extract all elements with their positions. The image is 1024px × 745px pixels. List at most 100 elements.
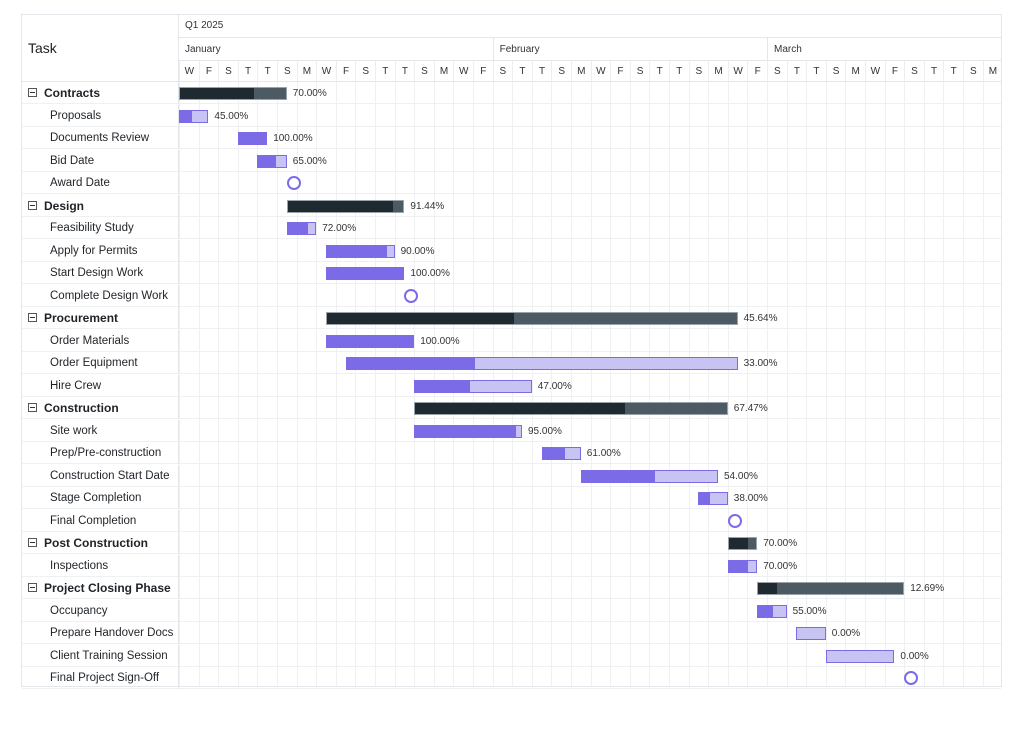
collapse-toggle-icon[interactable] xyxy=(28,313,37,322)
task-bar[interactable] xyxy=(698,492,728,505)
task-name: Bid Date xyxy=(50,154,95,167)
task-name-cell[interactable]: Complete Design Work xyxy=(22,284,179,307)
task-name-cell[interactable]: Order Materials xyxy=(22,329,179,352)
task-bar[interactable] xyxy=(825,649,895,663)
task-row[interactable]: Complete Design Work xyxy=(22,284,1001,307)
task-name-cell[interactable]: Design xyxy=(22,194,179,217)
task-name: Post Construction xyxy=(44,536,148,550)
summary-bar[interactable] xyxy=(326,312,738,325)
day-header-cell: W xyxy=(179,61,199,82)
task-name-cell[interactable]: Award Date xyxy=(22,172,179,194)
task-row[interactable]: Client Training Session xyxy=(22,644,1001,667)
summary-bar[interactable] xyxy=(179,87,287,100)
task-name-cell[interactable]: Construction xyxy=(22,397,179,419)
task-name-cell[interactable]: Hire Crew xyxy=(22,374,179,397)
grid-line xyxy=(708,82,710,686)
task-row[interactable]: Prep/Pre-construction xyxy=(22,442,1001,464)
milestone-marker[interactable] xyxy=(727,513,742,528)
progress-label: 38.00% xyxy=(733,493,768,504)
task-bar[interactable] xyxy=(237,132,268,145)
task-row[interactable]: Final Completion xyxy=(22,509,1001,532)
task-name-cell[interactable]: Prepare Handover Docs xyxy=(22,622,179,644)
task-row[interactable]: Site work xyxy=(22,419,1001,442)
task-row[interactable]: Inspections xyxy=(22,554,1001,577)
task-bar[interactable] xyxy=(286,222,317,235)
task-row[interactable]: Stage Completion xyxy=(22,487,1001,509)
task-name-cell[interactable]: Contracts xyxy=(22,82,179,104)
task-row[interactable]: Apply for Permits xyxy=(22,239,1001,262)
task-row[interactable]: Feasibility Study xyxy=(22,217,1001,239)
day-header-cell: M xyxy=(433,61,454,82)
task-row[interactable]: Start Design Work xyxy=(22,262,1001,284)
summary-bar[interactable] xyxy=(727,537,758,550)
task-name-cell[interactable]: Proposals xyxy=(22,104,179,127)
task-name-cell[interactable]: Apply for Permits xyxy=(22,239,179,262)
task-row[interactable]: Construction xyxy=(22,397,1001,419)
task-name-cell[interactable]: Feasibility Study xyxy=(22,217,179,239)
task-bar[interactable] xyxy=(345,357,738,370)
milestone-marker[interactable] xyxy=(404,288,419,303)
collapse-toggle-icon[interactable] xyxy=(28,88,37,97)
task-name-cell[interactable]: Bid Date xyxy=(22,149,179,172)
task-bar[interactable] xyxy=(326,334,415,348)
task-bar[interactable] xyxy=(257,154,287,168)
task-name-cell[interactable]: Final Project Sign-Off xyxy=(22,667,179,689)
task-name-cell[interactable]: Final Completion xyxy=(22,509,179,532)
task-row[interactable]: Contracts xyxy=(22,82,1001,104)
task-bar[interactable] xyxy=(414,424,522,438)
task-row[interactable]: Design xyxy=(22,194,1001,217)
task-bar[interactable] xyxy=(326,267,405,280)
milestone-marker[interactable] xyxy=(286,176,301,190)
task-row[interactable]: Order Equipment xyxy=(22,352,1001,374)
task-bar[interactable] xyxy=(414,379,532,393)
task-bar[interactable] xyxy=(757,604,787,618)
task-name-cell[interactable]: Start Design Work xyxy=(22,262,179,284)
task-name-cell[interactable]: Site work xyxy=(22,419,179,442)
task-bar[interactable] xyxy=(326,244,395,258)
task-row[interactable]: Hire Crew xyxy=(22,374,1001,397)
summary-bar[interactable] xyxy=(414,402,728,415)
task-row[interactable]: Project Closing Phase xyxy=(22,577,1001,599)
grid-line xyxy=(277,82,278,686)
task-row[interactable]: Procurement xyxy=(22,307,1001,329)
task-name-cell[interactable]: Occupancy xyxy=(22,599,179,622)
task-name-cell[interactable]: Prep/Pre-construction xyxy=(22,442,179,464)
task-bar[interactable] xyxy=(796,627,826,640)
collapse-toggle-icon[interactable] xyxy=(28,583,37,592)
collapse-toggle-icon[interactable] xyxy=(28,538,37,547)
collapse-toggle-icon[interactable] xyxy=(28,403,37,412)
task-bar[interactable] xyxy=(580,469,718,483)
collapse-toggle-icon[interactable] xyxy=(28,200,37,210)
summary-bar[interactable] xyxy=(286,199,405,213)
summary-bar[interactable] xyxy=(757,582,905,595)
day-header-cell: T xyxy=(669,61,689,82)
task-bar[interactable] xyxy=(179,109,209,123)
task-name-cell[interactable]: Procurement xyxy=(22,307,179,329)
task-name-cell[interactable]: Client Training Session xyxy=(22,644,179,667)
task-row[interactable]: Occupancy xyxy=(22,599,1001,622)
task-name-cell[interactable]: Post Construction xyxy=(22,532,179,554)
task-name-cell[interactable]: Inspections xyxy=(22,554,179,577)
task-row[interactable]: Order Materials xyxy=(22,329,1001,352)
task-name-cell[interactable]: Stage Completion xyxy=(22,487,179,509)
task-name: Apply for Permits xyxy=(50,244,138,257)
task-name-cell[interactable]: Construction Start Date xyxy=(22,464,179,487)
task-row[interactable]: Documents Review xyxy=(22,127,1001,149)
task-row[interactable]: Proposals xyxy=(22,104,1001,127)
task-name-cell[interactable]: Order Equipment xyxy=(22,352,179,374)
task-row[interactable]: Post Construction xyxy=(22,532,1001,554)
task-row[interactable]: Prepare Handover Docs xyxy=(22,622,1001,644)
task-name: Hire Crew xyxy=(50,379,102,392)
task-row[interactable]: Award Date xyxy=(22,172,1001,194)
task-row[interactable]: Construction Start Date xyxy=(22,464,1001,487)
task-row[interactable]: Bid Date xyxy=(22,149,1001,172)
task-row[interactable]: Final Project Sign-Off xyxy=(22,667,1001,689)
task-bar[interactable] xyxy=(727,559,758,573)
task-name-cell[interactable]: Documents Review xyxy=(22,127,179,149)
task-name-cell[interactable]: Project Closing Phase xyxy=(22,577,179,599)
task-bar[interactable] xyxy=(541,447,581,460)
milestone-marker[interactable] xyxy=(904,671,919,685)
day-header-cell: F xyxy=(747,61,767,82)
quarter-label: Q1 2025 xyxy=(185,20,224,31)
task-column-header[interactable]: Task xyxy=(22,15,179,82)
